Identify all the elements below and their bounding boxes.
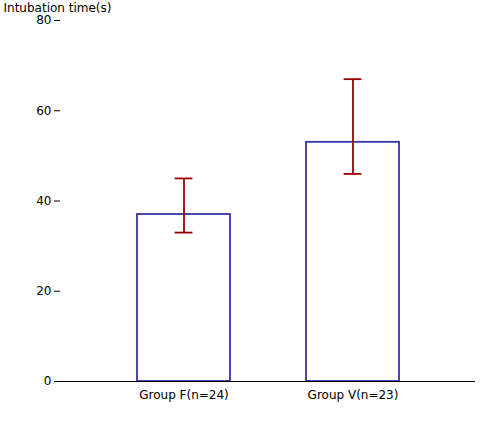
svg-text:40: 40 — [36, 194, 51, 208]
svg-text:80: 80 — [36, 13, 51, 27]
svg-text:Intubation time(s): Intubation time(s) — [4, 1, 112, 15]
svg-text:0: 0 — [44, 374, 52, 388]
svg-text:20: 20 — [36, 284, 51, 298]
svg-text:Group V(n=23): Group V(n=23) — [308, 388, 399, 402]
svg-text:60: 60 — [36, 104, 51, 118]
svg-text:Group F(n=24): Group F(n=24) — [139, 388, 229, 402]
